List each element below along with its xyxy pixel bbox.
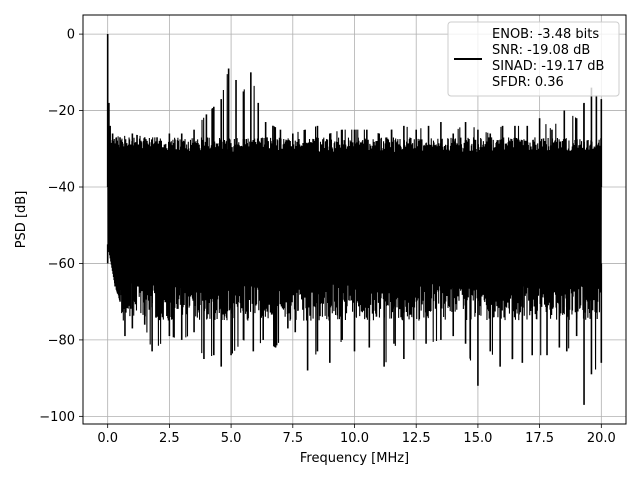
x-tick-label: 15.0 <box>463 431 492 446</box>
x-tick-label: 5.0 <box>221 431 242 446</box>
y-tick-label: 0 <box>67 28 75 43</box>
y-axis-label: PSD [dB] <box>14 191 29 249</box>
plot-area <box>106 34 603 405</box>
y-tick-label: −80 <box>48 333 75 348</box>
x-tick-label: 12.5 <box>402 431 431 446</box>
y-tick-label: −100 <box>39 410 75 425</box>
legend-enob: ENOB: -3.48 bits <box>492 27 599 42</box>
y-tick-label: −20 <box>48 104 75 119</box>
x-tick-label: 7.5 <box>282 431 303 446</box>
legend: ENOB: -3.48 bits SNR: -19.08 dB SINAD: -… <box>447 21 620 97</box>
x-tick-label: 10.0 <box>340 431 369 446</box>
ticks: 0.0 2.5 5.0 7.5 10.0 12.5 15.0 17.5 20.0 0 −20 −40 −… <box>39 28 616 446</box>
legend-sinad: SINAD: -19.17 dB <box>492 59 604 74</box>
x-tick-label: 2.5 <box>159 431 180 446</box>
x-tick-label: 0.0 <box>97 431 118 446</box>
y-tick-label: −60 <box>48 257 75 272</box>
x-tick-label: 20.0 <box>587 431 616 446</box>
x-axis-label: Frequency [MHz] <box>300 451 409 466</box>
legend-box <box>447 21 620 97</box>
legend-sfdr: SFDR: 0.36 <box>492 75 564 90</box>
legend-snr: SNR: -19.08 dB <box>492 43 590 58</box>
x-tick-label: 17.5 <box>525 431 554 446</box>
y-tick-label: −40 <box>48 181 75 196</box>
